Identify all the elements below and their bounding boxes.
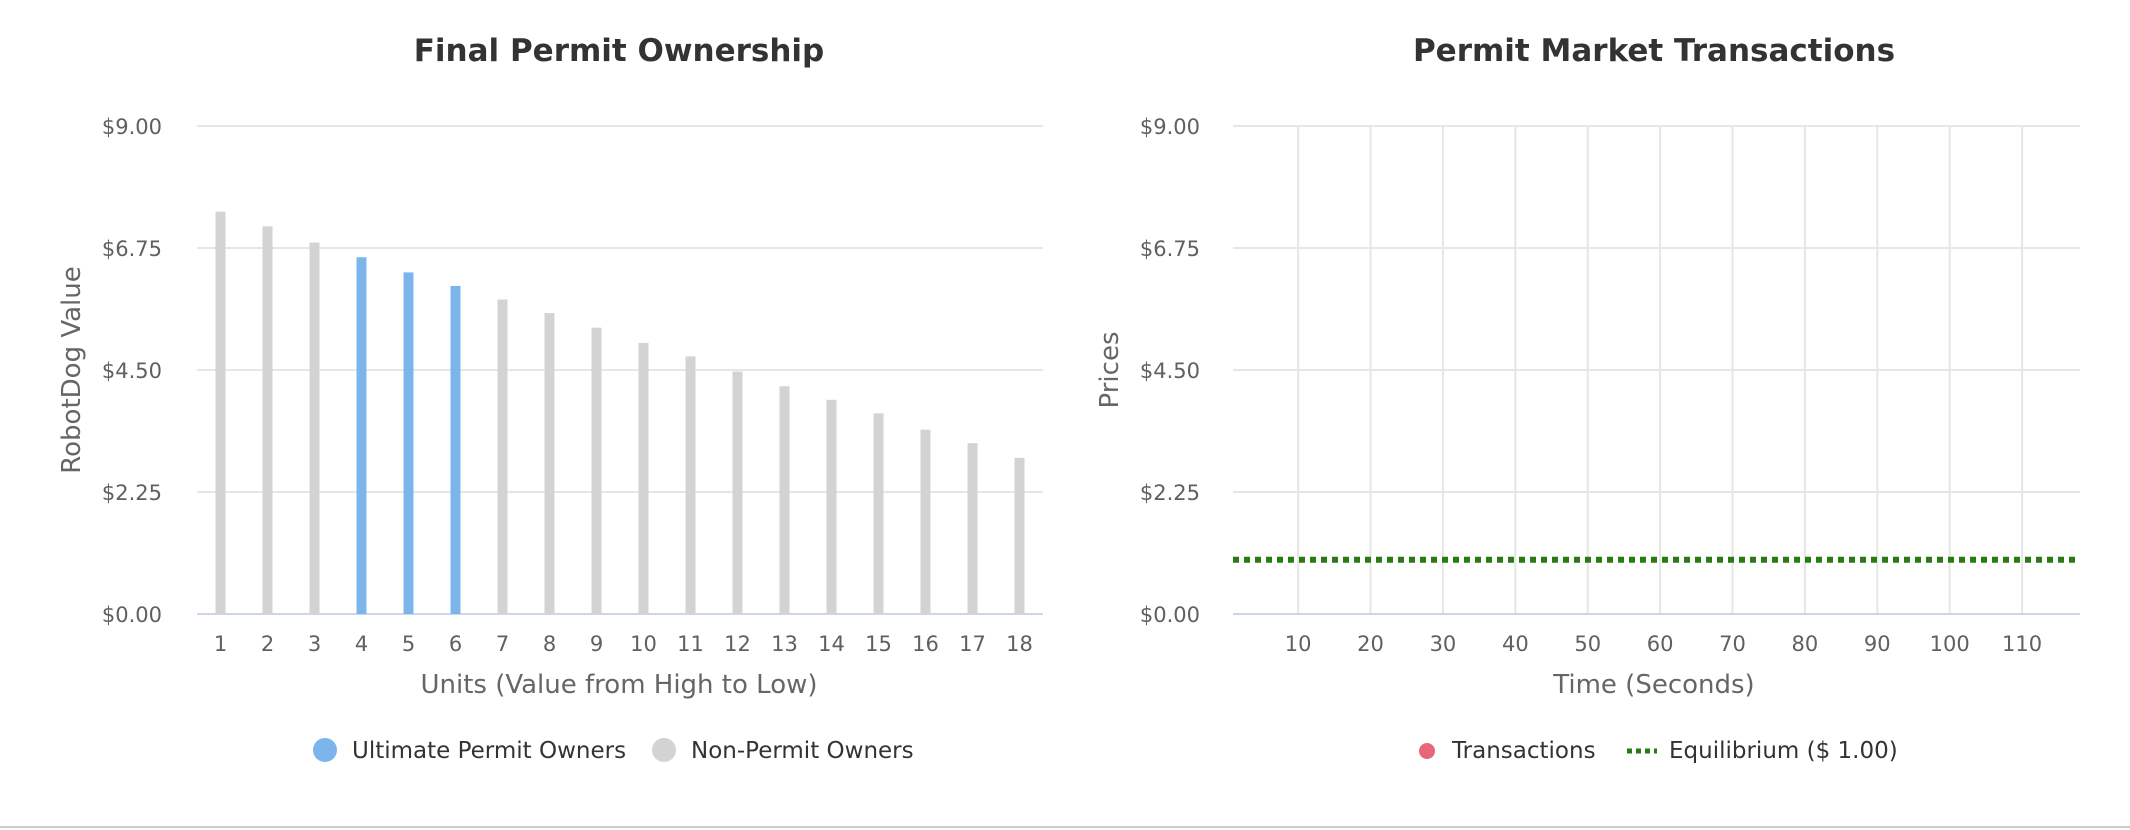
y-tick-label: $9.00: [102, 115, 162, 139]
x-tick-label: 40: [1502, 632, 1529, 656]
bar-unit-8[interactable]: [544, 313, 555, 614]
y-tick-label: $2.25: [1140, 481, 1200, 505]
legend-label-equilibrium[interactable]: Equilibrium ($ 1.00): [1669, 738, 1898, 764]
ownership-y-axis-label: RobotDog Value: [57, 266, 87, 474]
bar-unit-11[interactable]: [685, 356, 696, 614]
bar-unit-3[interactable]: [309, 242, 320, 615]
x-tick-label: 8: [543, 632, 556, 656]
legend-label-non-permit-owners[interactable]: Non-Permit Owners: [691, 738, 914, 764]
bar-unit-14[interactable]: [826, 399, 837, 614]
transactions-y-axis-label: Prices: [1095, 332, 1125, 409]
legend-item-transactions[interactable]: Transactions: [1419, 738, 1596, 764]
x-tick-label: 2: [261, 632, 274, 656]
legend-label-transactions[interactable]: Transactions: [1451, 738, 1596, 764]
ownership-gridlines: [197, 125, 1043, 615]
bar-unit-4[interactable]: [356, 257, 367, 614]
y-tick-label: $9.00: [1140, 115, 1200, 139]
ownership-x-tick-labels: 1 2 3 4 5 6 7 8 9 10 11 12 13 14 15 16 17 18: [214, 632, 1033, 656]
ownership-bars: [215, 211, 1025, 615]
x-tick-label: 9: [590, 632, 603, 656]
x-tick-label: 80: [1792, 632, 1819, 656]
x-tick-label: 11: [677, 632, 704, 656]
transactions-chart-title: Permit Market Transactions: [1413, 33, 1895, 69]
y-tick-label: $0.00: [102, 603, 162, 627]
bar-unit-6[interactable]: [450, 285, 461, 614]
legend-marker-transactions: [1419, 743, 1435, 759]
x-tick-label: 17: [959, 632, 986, 656]
x-tick-label: 18: [1006, 632, 1033, 656]
x-tick-label: 60: [1647, 632, 1674, 656]
x-tick-label: 10: [630, 632, 657, 656]
bar-unit-12[interactable]: [732, 371, 743, 614]
y-tick-label: $6.75: [102, 237, 162, 261]
y-tick-label: $2.25: [102, 481, 162, 505]
legend-label-ultimate-permit-owners[interactable]: Ultimate Permit Owners: [352, 738, 626, 764]
transactions-y-tick-labels: $0.00 $2.25 $4.50 $6.75 $9.00: [1140, 115, 1200, 627]
ownership-y-tick-labels: $0.00 $2.25 $4.50 $6.75 $9.00: [102, 115, 162, 627]
x-tick-label: 7: [496, 632, 509, 656]
legend-marker-non-permit-owners: [652, 738, 676, 762]
legend-item-ultimate-permit-owners[interactable]: Ultimate Permit Owners: [313, 738, 626, 764]
x-tick-label: 5: [402, 632, 415, 656]
x-tick-label: 20: [1357, 632, 1384, 656]
ownership-chart: Final Permit Ownership $0.00 $2.25 $4.50 $6…: [57, 33, 1043, 764]
x-tick-label: 50: [1574, 632, 1601, 656]
legend-item-non-permit-owners[interactable]: Non-Permit Owners: [652, 738, 914, 764]
x-tick-label: 70: [1719, 632, 1746, 656]
x-tick-label: 15: [865, 632, 892, 656]
x-tick-label: 13: [771, 632, 798, 656]
x-tick-label: 100: [1930, 632, 1970, 656]
transactions-gridlines: [1233, 125, 2080, 615]
bar-unit-5[interactable]: [403, 272, 414, 614]
bar-unit-10[interactable]: [638, 342, 649, 614]
x-tick-label: 90: [1864, 632, 1891, 656]
ownership-chart-title: Final Permit Ownership: [414, 33, 825, 69]
y-tick-label: $4.50: [102, 359, 162, 383]
bar-unit-16[interactable]: [920, 429, 931, 614]
y-tick-label: $0.00: [1140, 603, 1200, 627]
x-tick-label: 10: [1285, 632, 1312, 656]
legend-item-equilibrium[interactable]: Equilibrium ($ 1.00): [1627, 738, 1898, 764]
bar-unit-13[interactable]: [779, 386, 790, 614]
bar-unit-1[interactable]: [215, 211, 226, 614]
bar-unit-7[interactable]: [497, 299, 508, 614]
x-tick-label: 30: [1430, 632, 1457, 656]
x-tick-label: 3: [308, 632, 321, 656]
transactions-legend[interactable]: Transactions Equilibrium ($ 1.00): [1419, 738, 1898, 764]
y-tick-label: $6.75: [1140, 237, 1200, 261]
x-tick-label: 16: [912, 632, 939, 656]
ownership-x-axis-label: Units (Value from High to Low): [420, 670, 817, 700]
legend-marker-ultimate-permit-owners: [313, 738, 337, 762]
transactions-x-tick-labels: 10 20 30 40 50 60 70 80 90 100 110: [1285, 632, 2042, 656]
transactions-chart: Permit Market Transactions $0.00 $2.25 $4.…: [1095, 33, 2080, 764]
x-tick-label: 14: [818, 632, 845, 656]
bottom-divider: [0, 826, 2130, 828]
x-tick-label: 1: [214, 632, 227, 656]
transactions-x-axis-label: Time (Seconds): [1552, 670, 1754, 700]
x-tick-label: 12: [724, 632, 751, 656]
bar-unit-15[interactable]: [873, 413, 884, 614]
x-tick-label: 110: [2002, 632, 2042, 656]
bar-unit-2[interactable]: [262, 226, 273, 615]
y-tick-label: $4.50: [1140, 359, 1200, 383]
bar-unit-18[interactable]: [1014, 457, 1025, 614]
ownership-legend[interactable]: Ultimate Permit Owners Non-Permit Owners: [313, 738, 914, 764]
bar-unit-9[interactable]: [591, 327, 602, 614]
bar-unit-17[interactable]: [967, 443, 978, 614]
x-tick-label: 4: [355, 632, 368, 656]
x-tick-label: 6: [449, 632, 462, 656]
